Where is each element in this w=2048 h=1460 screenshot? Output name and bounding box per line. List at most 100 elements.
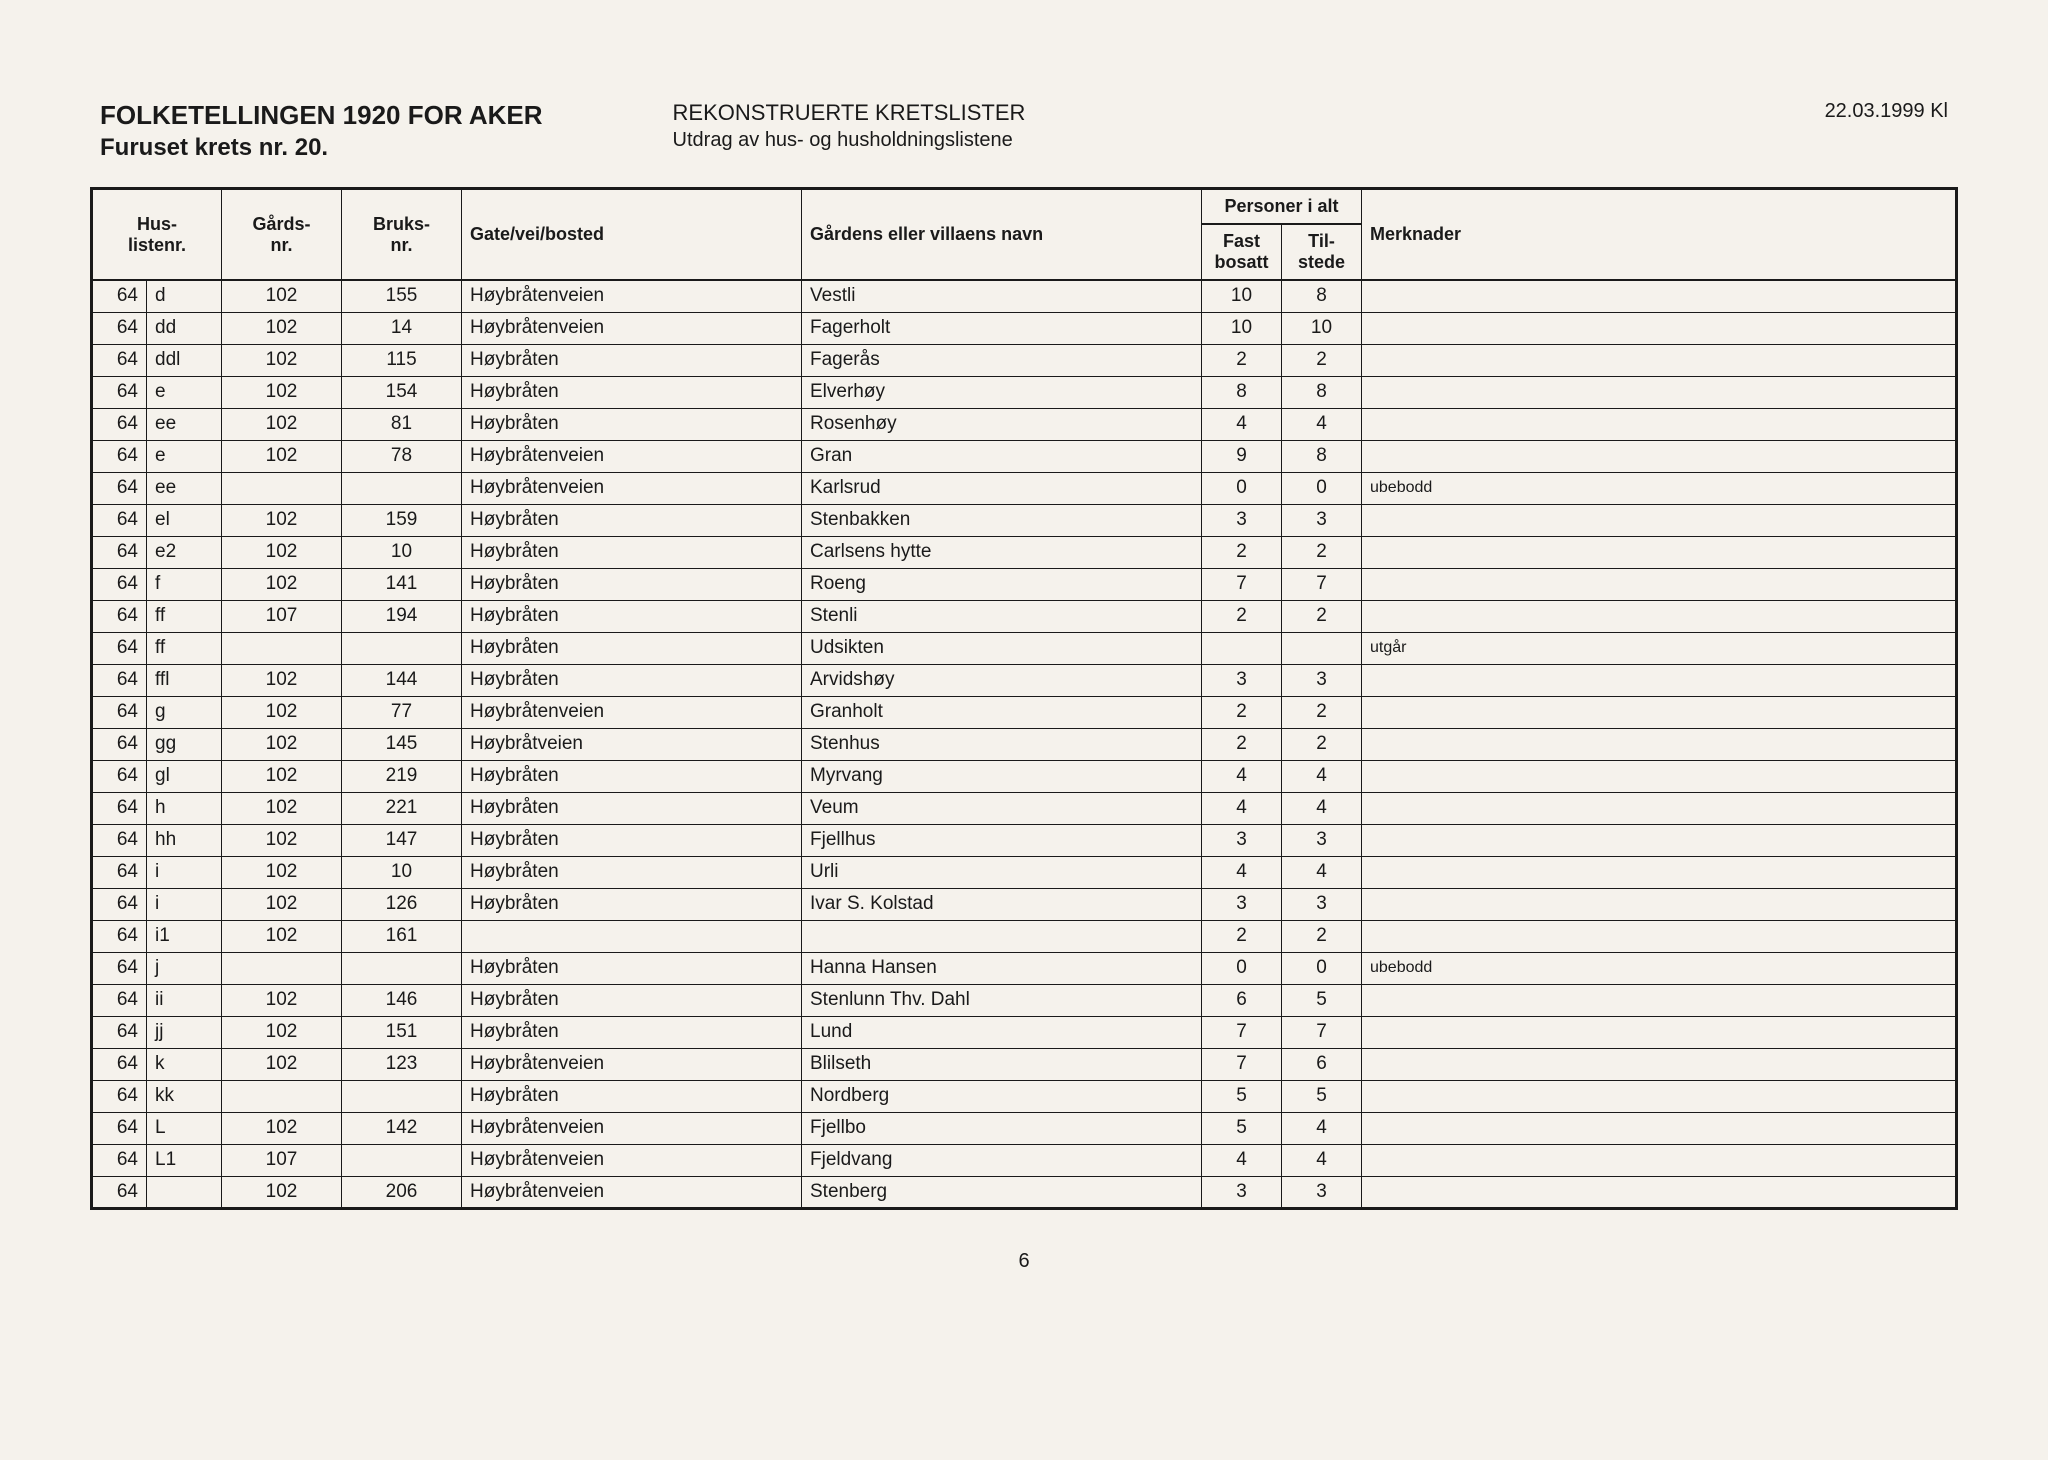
cell-hl2: kk — [147, 1080, 222, 1112]
cell-til: 8 — [1282, 280, 1362, 312]
cell-til: 8 — [1282, 376, 1362, 408]
cell-til: 7 — [1282, 1016, 1362, 1048]
table-row: 64i10210HøybråtenUrli44 — [92, 856, 1957, 888]
cell-hl2: h — [147, 792, 222, 824]
cell-til: 3 — [1282, 824, 1362, 856]
cell-navn: Rosenhøy — [802, 408, 1202, 440]
cell-bruks: 146 — [342, 984, 462, 1016]
cell-merk — [1362, 376, 1957, 408]
cell-hl1: 64 — [92, 344, 147, 376]
table-row: 64kkHøybråtenNordberg55 — [92, 1080, 1957, 1112]
center-line2: Utdrag av hus- og husholdningslistene — [673, 129, 1026, 152]
table-row: 64e102154HøybråtenElverhøy88 — [92, 376, 1957, 408]
cell-bruks: 115 — [342, 344, 462, 376]
cell-navn: Fjellbo — [802, 1112, 1202, 1144]
cell-hl1: 64 — [92, 504, 147, 536]
cell-hl2: gg — [147, 728, 222, 760]
cell-til: 10 — [1282, 312, 1362, 344]
cell-til: 0 — [1282, 952, 1362, 984]
cell-merk — [1362, 280, 1957, 312]
cell-fast: 4 — [1202, 856, 1282, 888]
cell-hl2: e2 — [147, 536, 222, 568]
cell-hl2: L1 — [147, 1144, 222, 1176]
table-row: 64102206HøybråtenveienStenberg33 — [92, 1176, 1957, 1208]
cell-gards: 107 — [222, 1144, 342, 1176]
cell-merk — [1362, 824, 1957, 856]
cell-til: 4 — [1282, 1144, 1362, 1176]
cell-hl1: 64 — [92, 1144, 147, 1176]
table-row: 64e210210HøybråtenCarlsens hytte22 — [92, 536, 1957, 568]
cell-navn: Myrvang — [802, 760, 1202, 792]
title-main: FOLKETELLINGEN 1920 FOR AKER — [100, 100, 543, 131]
date-text: 22.03.1999 Kl — [1825, 100, 1948, 123]
cell-navn: Fagerholt — [802, 312, 1202, 344]
cell-merk — [1362, 664, 1957, 696]
table-row: 64ffl102144HøybråtenArvidshøy33 — [92, 664, 1957, 696]
cell-merk — [1362, 920, 1957, 952]
cell-fast — [1202, 632, 1282, 664]
table-row: 64ddl102115HøybråtenFagerås22 — [92, 344, 1957, 376]
cell-til: 5 — [1282, 1080, 1362, 1112]
cell-navn: Stenli — [802, 600, 1202, 632]
center-line1: REKONSTRUERTE KRETSLISTER — [673, 100, 1026, 126]
cell-hl2 — [147, 1176, 222, 1208]
cell-hl1: 64 — [92, 632, 147, 664]
cell-til: 4 — [1282, 792, 1362, 824]
cell-navn: Ivar S. Kolstad — [802, 888, 1202, 920]
cell-gate: Høybråten — [462, 952, 802, 984]
cell-fast: 4 — [1202, 408, 1282, 440]
table-row: 64ee10281HøybråtenRosenhøy44 — [92, 408, 1957, 440]
cell-hl1: 64 — [92, 568, 147, 600]
cell-navn: Nordberg — [802, 1080, 1202, 1112]
cell-hl2: hh — [147, 824, 222, 856]
cell-gate: Høybråten — [462, 408, 802, 440]
cell-bruks: 10 — [342, 536, 462, 568]
cell-gate: Høybråten — [462, 792, 802, 824]
cell-gate: Høybråten — [462, 760, 802, 792]
cell-fast: 10 — [1202, 312, 1282, 344]
cell-hl1: 64 — [92, 312, 147, 344]
cell-hl1: 64 — [92, 600, 147, 632]
cell-gate: Høybråtenveien — [462, 440, 802, 472]
cell-gards: 107 — [222, 600, 342, 632]
cell-merk — [1362, 312, 1957, 344]
cell-bruks: 81 — [342, 408, 462, 440]
cell-hl1: 64 — [92, 376, 147, 408]
cell-fast: 2 — [1202, 536, 1282, 568]
cell-gate: Høybråten — [462, 984, 802, 1016]
cell-hl1: 64 — [92, 1080, 147, 1112]
cell-gards — [222, 472, 342, 504]
cell-merk — [1362, 536, 1957, 568]
cell-merk — [1362, 600, 1957, 632]
cell-navn: Blilseth — [802, 1048, 1202, 1080]
cell-hl2: el — [147, 504, 222, 536]
cell-bruks: 151 — [342, 1016, 462, 1048]
cell-hl1: 64 — [92, 664, 147, 696]
cell-gards: 102 — [222, 344, 342, 376]
col-navn: Gårdens eller villaens navn — [802, 189, 1202, 281]
cell-navn — [802, 920, 1202, 952]
cell-gate: Høybråten — [462, 824, 802, 856]
cell-bruks: 219 — [342, 760, 462, 792]
cell-gate: Høybråten — [462, 376, 802, 408]
cell-til: 0 — [1282, 472, 1362, 504]
header-center: REKONSTRUERTE KRETSLISTER Utdrag av hus-… — [673, 100, 1026, 162]
table-head: Hus- listenr. Gårds- nr. Bruks- nr. Gate… — [92, 189, 1957, 281]
cell-fast: 4 — [1202, 1144, 1282, 1176]
table-row: 64jj102151HøybråtenLund77 — [92, 1016, 1957, 1048]
census-table: Hus- listenr. Gårds- nr. Bruks- nr. Gate… — [90, 187, 1958, 1210]
cell-hl1: 64 — [92, 824, 147, 856]
page-header: FOLKETELLINGEN 1920 FOR AKER Furuset kre… — [90, 100, 1958, 162]
cell-bruks: 141 — [342, 568, 462, 600]
cell-merk — [1362, 888, 1957, 920]
col-til: Til- stede — [1282, 224, 1362, 280]
cell-hl1: 64 — [92, 760, 147, 792]
cell-til: 2 — [1282, 920, 1362, 952]
cell-merk — [1362, 1176, 1957, 1208]
cell-gards: 102 — [222, 1016, 342, 1048]
cell-fast: 0 — [1202, 952, 1282, 984]
cell-hl2: jj — [147, 1016, 222, 1048]
cell-hl2: i — [147, 888, 222, 920]
cell-hl2: i1 — [147, 920, 222, 952]
cell-bruks: 126 — [342, 888, 462, 920]
